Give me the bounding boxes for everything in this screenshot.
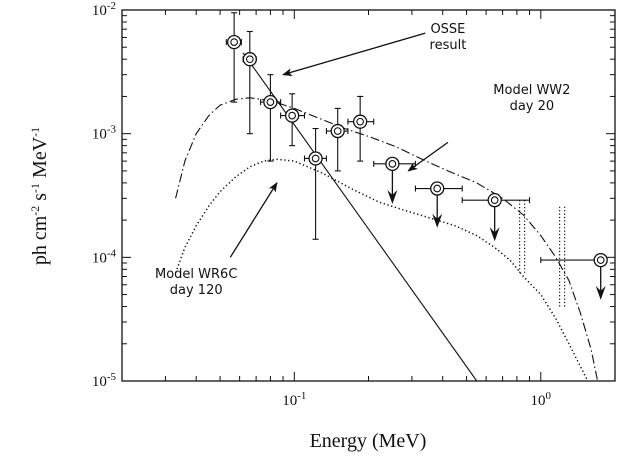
curve-ww2 bbox=[176, 98, 598, 381]
x-tick-label: 10-1 bbox=[282, 390, 306, 409]
y-tick-label: 10-3 bbox=[92, 124, 117, 143]
annotation-text: Model WW2 bbox=[493, 83, 570, 98]
data-point bbox=[415, 182, 462, 228]
data-point bbox=[243, 32, 256, 134]
data-point bbox=[226, 13, 241, 102]
data-point bbox=[348, 96, 374, 161]
x-axis-ticks bbox=[122, 10, 615, 381]
plot-frame bbox=[122, 10, 615, 381]
annotation-text: Model WR6C bbox=[155, 267, 237, 282]
data-point bbox=[326, 108, 347, 170]
data-point bbox=[281, 94, 305, 146]
data-point bbox=[374, 157, 416, 204]
x-tick-label: 100 bbox=[531, 390, 552, 409]
y-tick-labels: 10-2 10-3 10-4 10-5 bbox=[92, 0, 117, 390]
x-axis-title: Energy (MeV) bbox=[310, 430, 427, 452]
y-tick-label: 10-5 bbox=[92, 371, 117, 390]
x-tick-labels: 10-1 100 bbox=[282, 390, 551, 409]
y-axis-title: ph cm-2 s-1 MeV-1 bbox=[28, 127, 51, 265]
y-axis-ticks bbox=[122, 16, 615, 381]
annotation-text: day 120 bbox=[170, 283, 223, 298]
y-tick-label: 10-2 bbox=[92, 0, 116, 19]
data-point bbox=[541, 254, 607, 300]
annotation-text: OSSE bbox=[430, 22, 465, 37]
y-tick-label: 10-4 bbox=[92, 247, 117, 266]
annotation-text: day 20 bbox=[510, 99, 555, 114]
data-point bbox=[261, 75, 281, 161]
data-point bbox=[304, 129, 326, 240]
annotation-text: result bbox=[430, 38, 467, 53]
